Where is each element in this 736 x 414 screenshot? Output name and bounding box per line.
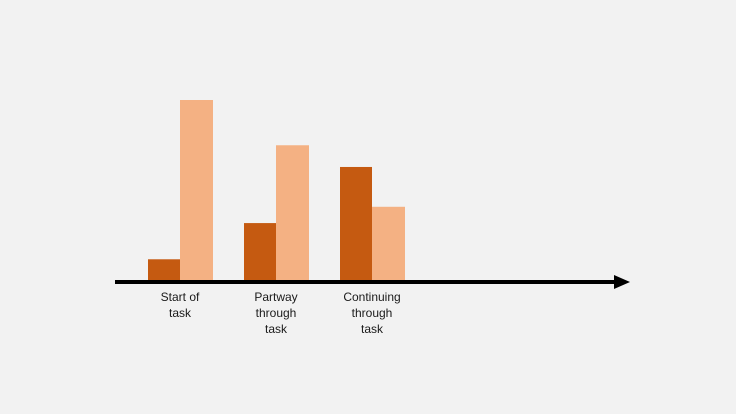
bar-light-0 bbox=[180, 100, 213, 281]
bar-dark-2 bbox=[340, 166, 372, 281]
bar-light-1 bbox=[276, 145, 309, 281]
x-tick-label: Continuing through task bbox=[343, 290, 401, 336]
bar-light-2 bbox=[372, 206, 405, 281]
x-tick-label: Partway through task bbox=[254, 290, 298, 336]
bar-dark-0 bbox=[148, 259, 180, 281]
x-tick-label: Start of task bbox=[160, 290, 200, 320]
bar-dark-1 bbox=[244, 223, 276, 281]
x-axis-arrow-icon bbox=[614, 275, 630, 289]
